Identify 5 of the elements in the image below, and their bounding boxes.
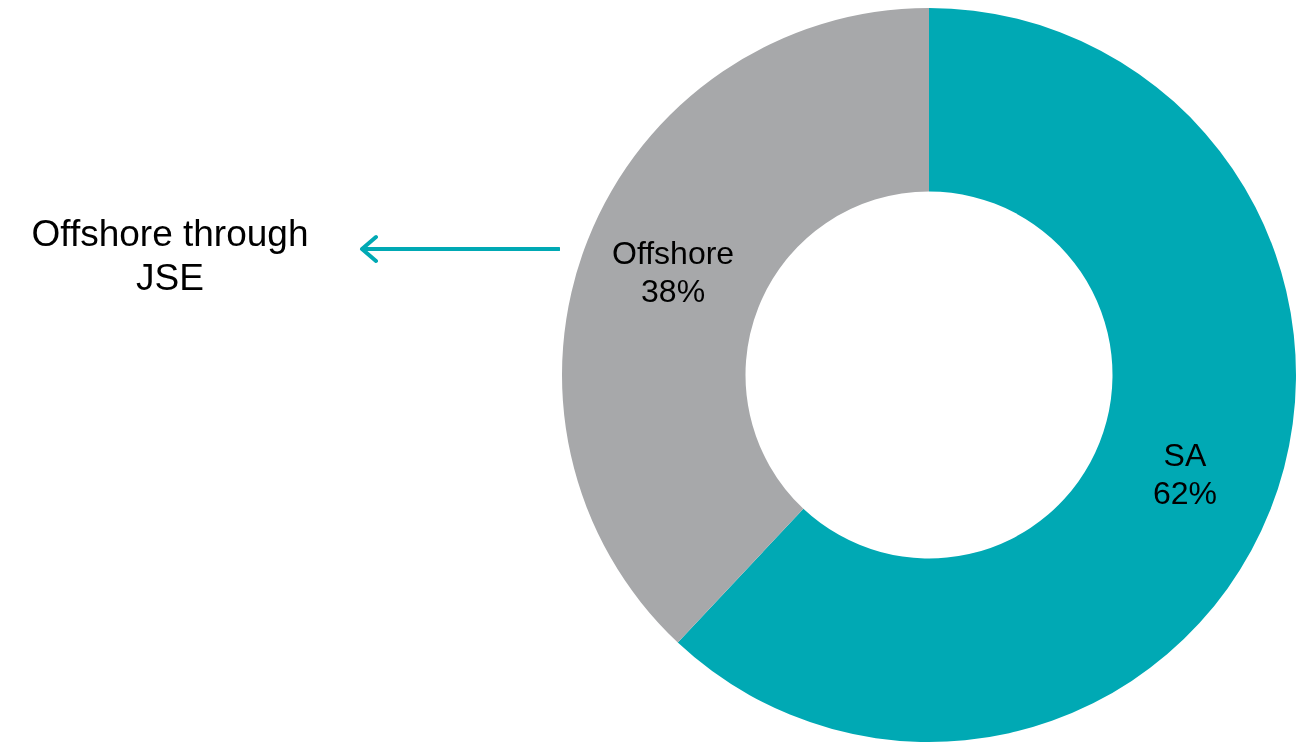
text: Offshore through JSE [30, 212, 310, 300]
slice-label: Offshore [612, 234, 735, 271]
slice-label: SA [1163, 437, 1207, 474]
data-label: 62% [1152, 475, 1217, 512]
data-label: 38% [641, 272, 706, 309]
